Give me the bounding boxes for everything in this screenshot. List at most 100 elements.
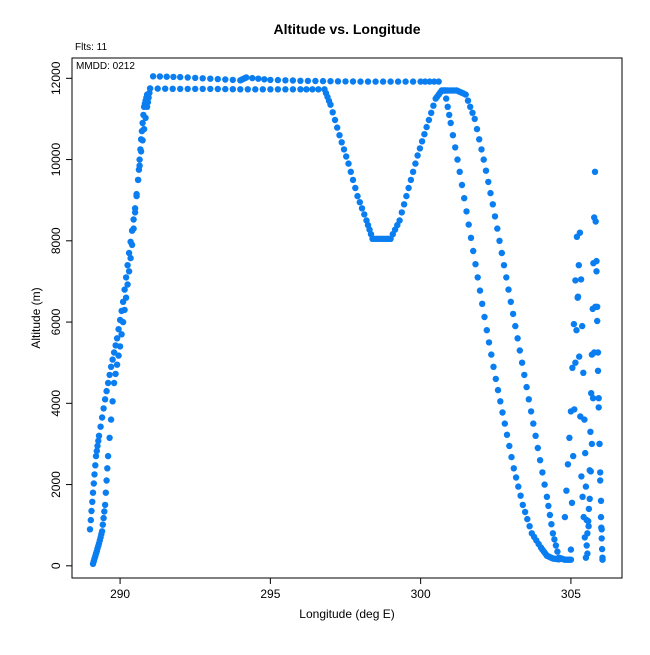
data-point (552, 542, 560, 549)
data-point (598, 535, 605, 542)
data-point (580, 369, 587, 376)
data-point (396, 217, 403, 224)
data-point (103, 477, 110, 484)
data-point (588, 440, 596, 448)
data-point (282, 77, 289, 84)
data-point (267, 86, 274, 93)
data-point (430, 102, 437, 109)
data-point (597, 497, 605, 504)
data-point (327, 78, 334, 85)
data-point (88, 507, 95, 515)
data-point (122, 274, 130, 281)
data-point (358, 205, 366, 212)
data-point (104, 379, 112, 387)
data-point (503, 431, 511, 438)
x-axis-label: Longitude (deg E) (299, 607, 394, 621)
data-point (585, 505, 593, 513)
data-point (584, 530, 591, 537)
data-point (163, 73, 170, 80)
data-point (478, 146, 485, 153)
data-point (100, 405, 107, 412)
data-point (471, 115, 478, 123)
data-point (499, 409, 506, 416)
data-point (89, 489, 97, 496)
x-tick-label: 300 (411, 587, 431, 601)
data-point (214, 75, 221, 83)
data-point (259, 86, 266, 93)
data-point (347, 168, 354, 175)
data-point (149, 73, 157, 80)
data-point (352, 184, 359, 192)
data-point (110, 349, 118, 356)
data-point (192, 85, 199, 93)
data-point (476, 287, 484, 294)
data-point (356, 199, 363, 206)
data-point (577, 276, 585, 283)
data-point (441, 87, 448, 94)
data-point (92, 462, 99, 469)
data-point (90, 480, 98, 487)
data-point (106, 434, 113, 441)
data-point (89, 498, 96, 505)
data-point (113, 335, 121, 342)
data-point (274, 86, 282, 93)
data-point (479, 300, 486, 307)
data-point (139, 119, 146, 127)
data-point (512, 322, 519, 330)
data-point (86, 526, 94, 533)
data-point (249, 74, 256, 82)
data-point (304, 77, 312, 85)
y-axis-label: Altitude (m) (29, 287, 43, 348)
data-point (594, 317, 601, 325)
data-point (527, 408, 535, 415)
data-point (546, 511, 554, 519)
data-point (596, 440, 603, 448)
data-point (398, 209, 405, 216)
data-point (583, 542, 590, 549)
data-point (312, 77, 319, 85)
data-point (146, 85, 154, 92)
data-point (595, 404, 602, 411)
data-point (106, 371, 113, 379)
data-point (416, 145, 424, 152)
data-point (588, 390, 595, 397)
data-point (394, 78, 402, 85)
data-point (115, 326, 122, 333)
data-point (584, 550, 591, 557)
data-point (112, 370, 119, 378)
data-point (412, 160, 419, 167)
data-point (435, 78, 442, 85)
data-point (485, 178, 492, 186)
data-point (357, 78, 364, 85)
y-axis: 0 2000 4000 6000 8000 10000 12000 (49, 61, 72, 569)
data-point (125, 268, 133, 275)
data-point (482, 167, 490, 174)
data-point (476, 136, 483, 143)
data-point (582, 483, 590, 490)
data-point (494, 225, 501, 232)
data-point (545, 502, 552, 510)
data-point (98, 414, 106, 421)
data-point (488, 351, 495, 358)
data-point (516, 347, 523, 354)
data-point (421, 78, 429, 85)
data-point (543, 493, 551, 500)
data-point (517, 492, 524, 499)
data-point (340, 146, 348, 153)
data-point (133, 190, 140, 198)
data-point (594, 303, 601, 310)
data-point (199, 75, 206, 82)
data-point (498, 249, 505, 257)
data-point (568, 499, 576, 506)
data-point (490, 363, 497, 370)
data-point (570, 320, 578, 328)
data-point (407, 176, 415, 184)
data-point (523, 383, 530, 391)
data-point (514, 335, 521, 342)
data-point (127, 254, 134, 262)
data-point (109, 356, 116, 363)
data-point (512, 474, 520, 481)
data-point (576, 229, 584, 236)
